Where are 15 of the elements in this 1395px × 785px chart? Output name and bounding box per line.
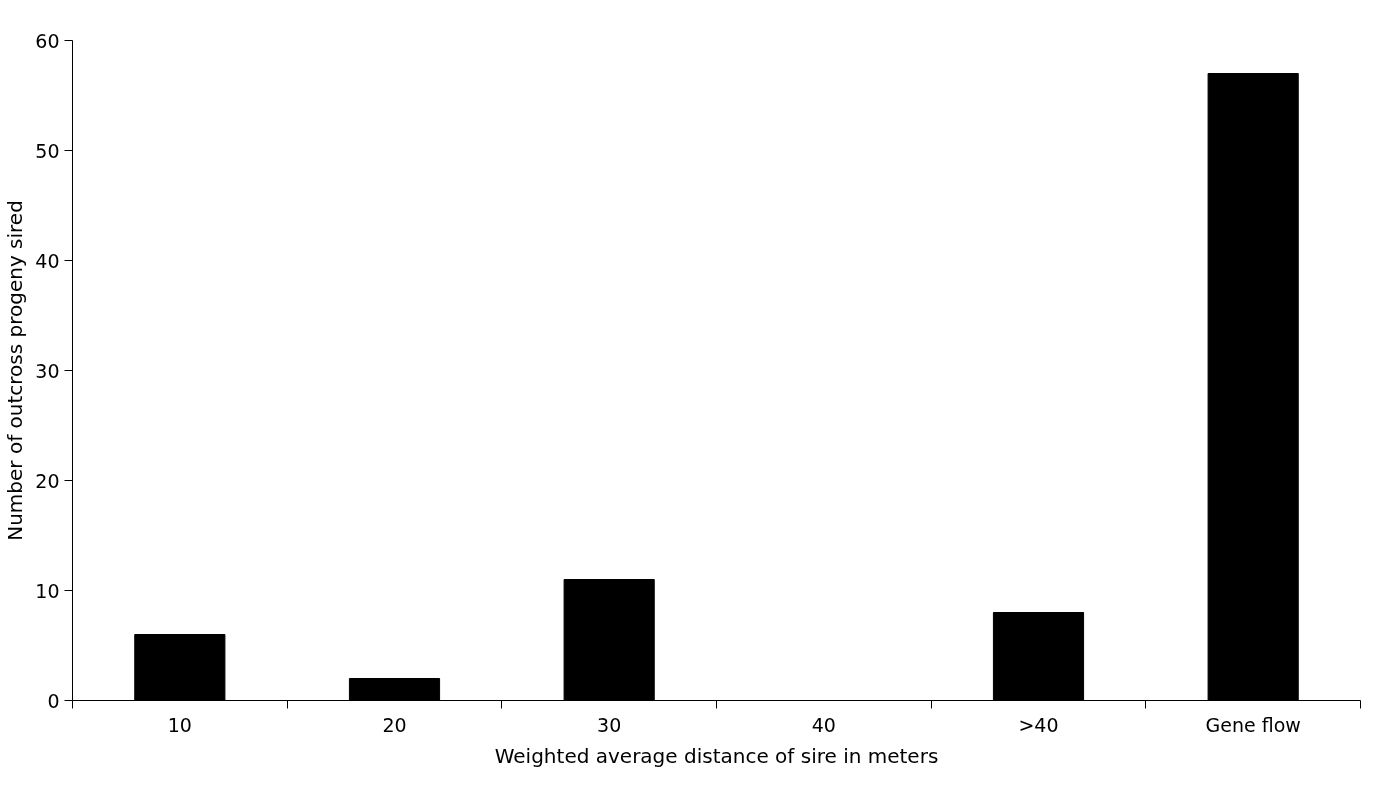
y-tick-label: 30 — [35, 359, 60, 382]
x-tick-label: 20 — [382, 713, 407, 736]
x-tick-label: 40 — [811, 713, 836, 736]
x-tick-label: 10 — [167, 713, 192, 736]
x-axis-title: Weighted average distance of sire in meters — [494, 743, 939, 768]
x-tick-label: Gene flow — [1205, 713, 1301, 736]
x-tick-label: >40 — [1018, 713, 1059, 736]
y-tick-label: 20 — [35, 469, 60, 492]
y-tick-label: 0 — [47, 689, 60, 712]
x-tick-label: 30 — [597, 713, 622, 736]
y-tick-label: 40 — [35, 249, 60, 272]
y-axis-title: Number of outcross progeny sired — [3, 200, 28, 541]
y-tick-label: 10 — [35, 579, 60, 602]
y-tick-label: 50 — [35, 139, 60, 162]
y-tick-label: 60 — [35, 29, 60, 52]
